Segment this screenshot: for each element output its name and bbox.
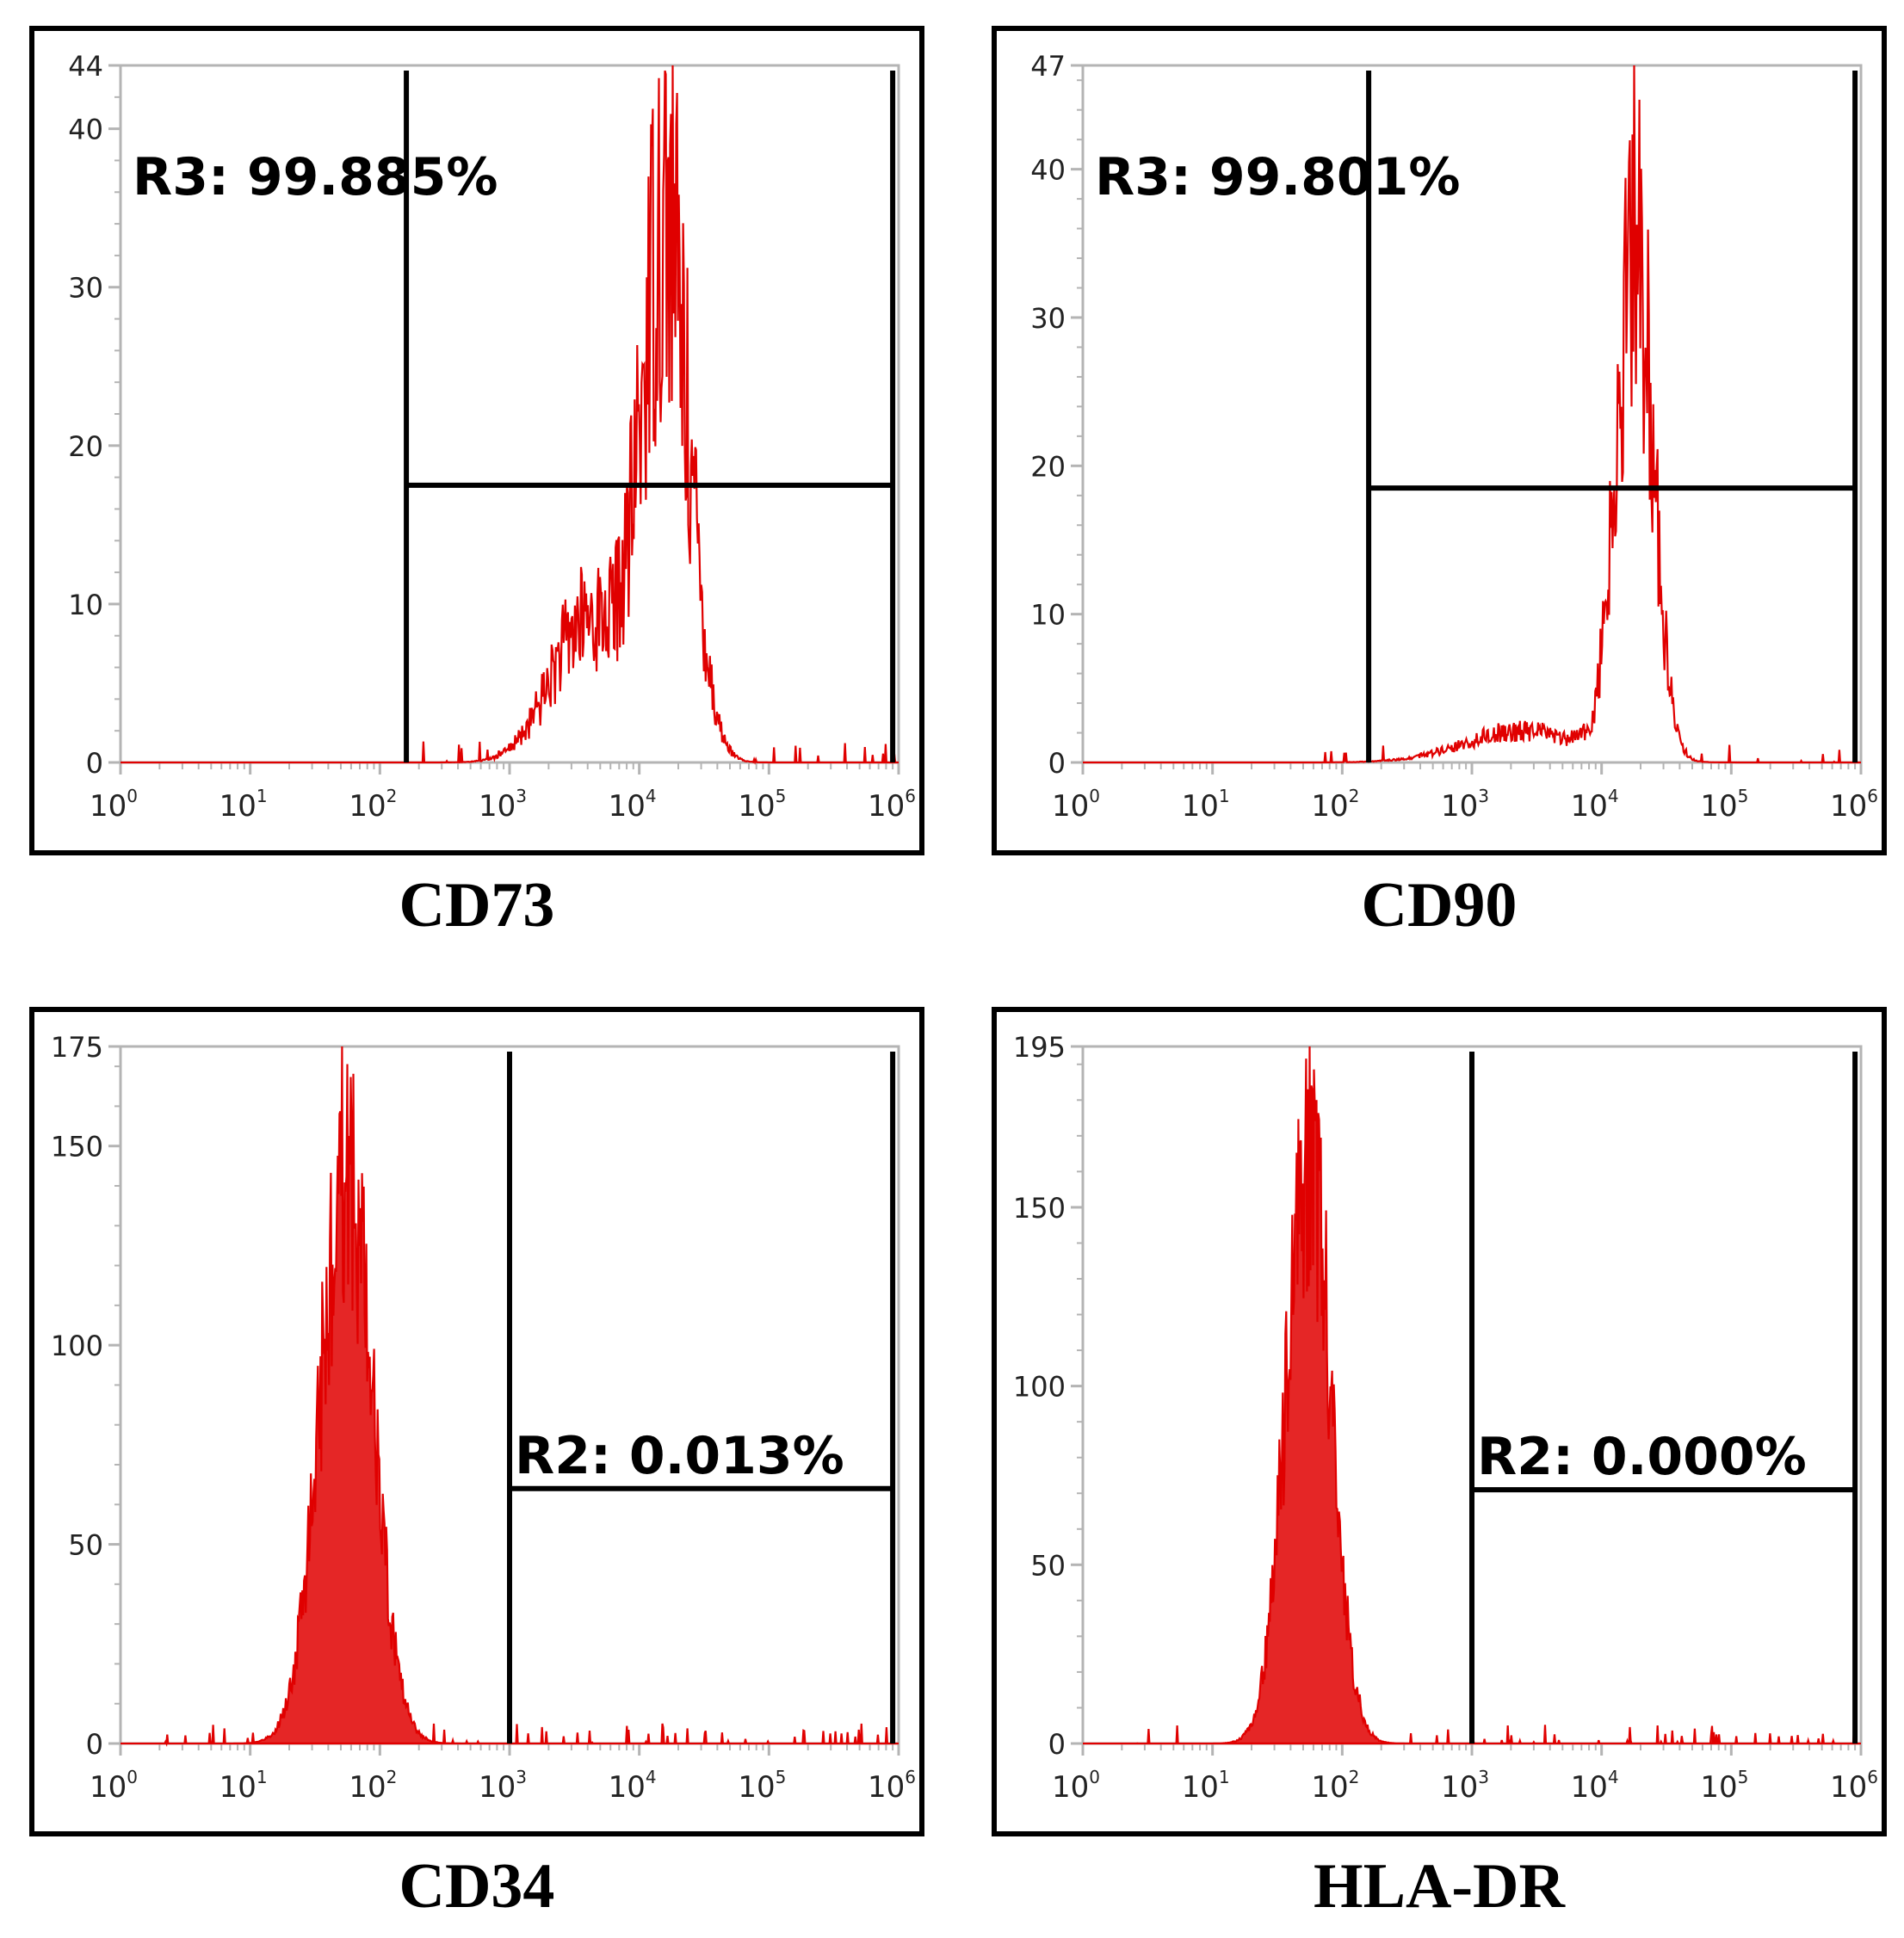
x-tick-label: 103: [479, 1767, 527, 1805]
histogram-panel-cd34: 0 50 100 150 175 100 101 102 103 104 105 106 R2: 0.0…: [29, 1007, 924, 1836]
gate-label: R2: 0.013%: [515, 1426, 844, 1486]
x-tick-label: 105: [1700, 1767, 1748, 1805]
gate-label: R3: 99.885%: [133, 147, 498, 207]
caption-cd90: CD90: [1361, 870, 1518, 941]
x-tick-label: 100: [1052, 786, 1100, 824]
histogram-series: [1083, 65, 1861, 764]
x-tick-label: 104: [1571, 786, 1619, 824]
histogram-plot-cd73: 0 10 20 30 40 44 100 101 102 103 104 105 106 R3: 99.8…: [68, 50, 916, 824]
y-tick-label: 100: [1013, 1371, 1066, 1404]
y-tick-label: 195: [1013, 1031, 1066, 1064]
y-tick-label: 150: [51, 1131, 103, 1163]
x-tick-label: 100: [90, 1767, 138, 1805]
x-tick-label: 104: [1571, 1767, 1619, 1805]
x-tick-label: 102: [349, 1767, 397, 1805]
y-tick-label: 30: [1030, 302, 1066, 335]
histogram-plot-cd34: 0 50 100 150 175 100 101 102 103 104 105 106 R2: 0.0…: [51, 1031, 916, 1805]
x-tick-label: 101: [219, 1767, 268, 1805]
x-tick-label: 103: [1441, 1767, 1489, 1805]
x-tick-label: 104: [609, 786, 657, 824]
x-tick-label: 104: [609, 1767, 657, 1805]
x-tick-label: 101: [1182, 786, 1230, 824]
y-tick-label: 40: [68, 114, 103, 146]
x-tick-label: 105: [738, 1767, 786, 1805]
y-tick-label: 0: [1048, 1728, 1066, 1761]
x-tick-label: 102: [349, 786, 397, 824]
x-tick-label: 102: [1311, 786, 1359, 824]
y-tick-label: 10: [68, 589, 103, 621]
caption-cd34: CD34: [399, 1851, 555, 1922]
y-tick-label: 175: [51, 1031, 103, 1064]
y-tick-label: 150: [1013, 1192, 1066, 1225]
x-tick-label: 106: [868, 1767, 916, 1805]
histogram-plot-cd90: 0 10 20 30 40 47 100 101 102 103 104 105 106 R3: 99.8…: [1030, 50, 1878, 824]
x-tick-label: 103: [479, 786, 527, 824]
y-tick-label: 40: [1030, 154, 1066, 187]
x-tick-label: 105: [738, 786, 786, 824]
x-tick-label: 106: [868, 786, 916, 824]
x-tick-label: 105: [1700, 786, 1748, 824]
y-tick-label: 20: [68, 430, 103, 463]
x-tick-label: 100: [1052, 1767, 1100, 1805]
gate-label: R3: 99.801%: [1095, 147, 1460, 207]
y-tick-label: 0: [1048, 747, 1066, 780]
y-tick-label: 100: [51, 1330, 103, 1362]
y-tick-label: 47: [1030, 50, 1066, 83]
x-tick-label: 101: [219, 786, 268, 824]
caption-cd73: CD73: [399, 870, 555, 941]
x-tick-label: 103: [1441, 786, 1489, 824]
x-tick-label: 101: [1182, 1767, 1230, 1805]
y-tick-label: 0: [86, 1728, 103, 1761]
y-tick-label: 20: [1030, 450, 1066, 483]
y-tick-label: 50: [68, 1529, 103, 1562]
caption-hla-dr: HLA-DR: [1314, 1851, 1565, 1922]
x-tick-label: 102: [1311, 1767, 1359, 1805]
gate-label: R2: 0.000%: [1477, 1427, 1807, 1487]
histogram-panel-cd73: 0 10 20 30 40 44 100 101 102 103 104 105 106 R3: 99.8…: [29, 26, 924, 855]
histogram-panel-cd90: 0 10 20 30 40 47 100 101 102 103 104 105 106 R3: 99.8…: [992, 26, 1887, 855]
y-tick-label: 10: [1030, 599, 1066, 632]
x-tick-label: 100: [90, 786, 138, 824]
y-tick-label: 30: [68, 272, 103, 305]
histogram-panel-hla-dr: 0 50 100 150 195 100 101 102 103 104 105 106 R2: 0.0…: [992, 1007, 1887, 1836]
y-tick-label: 50: [1030, 1549, 1066, 1582]
histogram-series: [121, 65, 899, 765]
y-tick-label: 0: [86, 747, 103, 780]
y-tick-label: 44: [68, 50, 103, 83]
x-tick-label: 106: [1830, 786, 1878, 824]
x-tick-label: 106: [1830, 1767, 1878, 1805]
histogram-plot-hla-dr: 0 50 100 150 195 100 101 102 103 104 105 106 R2: 0.0…: [1013, 1031, 1878, 1805]
